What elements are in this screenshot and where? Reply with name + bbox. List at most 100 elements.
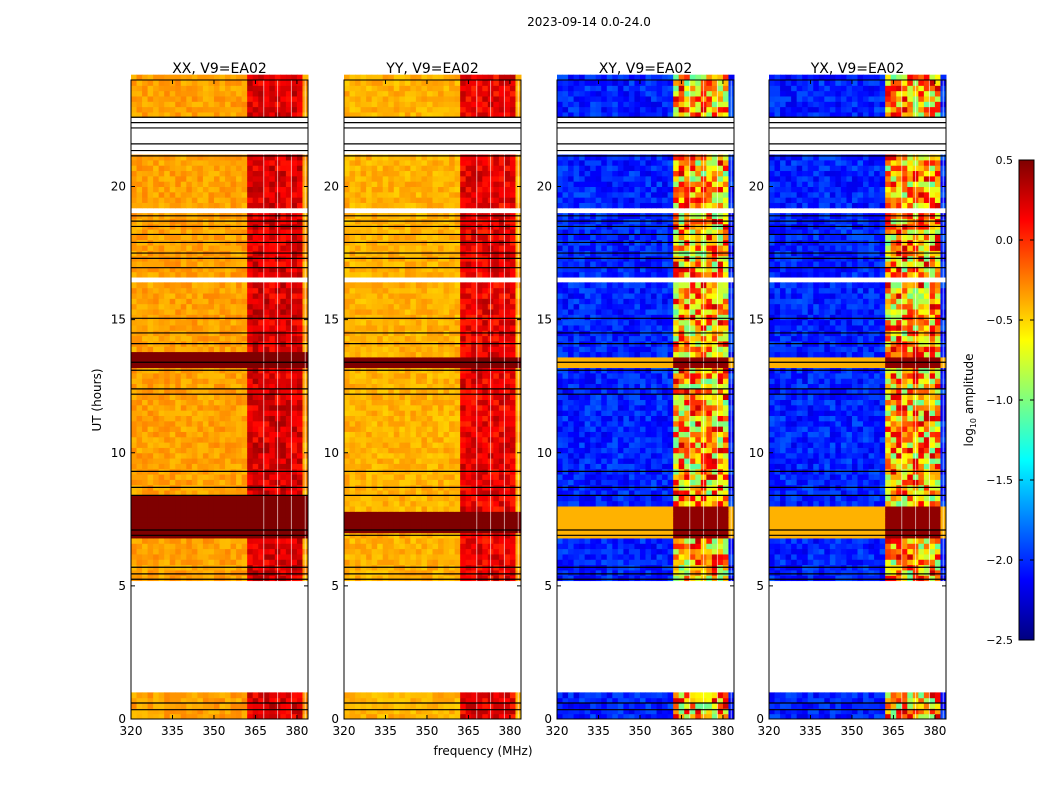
heatmap-cell bbox=[399, 713, 406, 720]
heatmap-cell bbox=[404, 308, 411, 315]
heatmap-cell bbox=[493, 458, 500, 464]
heatmap-cell bbox=[410, 282, 417, 289]
heatmap-cell bbox=[460, 569, 467, 576]
heatmap-cell bbox=[136, 298, 143, 305]
heatmap-cell bbox=[509, 511, 516, 518]
heatmap-cell bbox=[169, 452, 176, 459]
heatmap-cell bbox=[399, 394, 406, 401]
heatmap-cell bbox=[382, 415, 389, 422]
heatmap-cell bbox=[296, 442, 303, 448]
heatmap-cell bbox=[136, 181, 143, 188]
heatmap-cell bbox=[493, 314, 500, 321]
heatmap-cell bbox=[269, 703, 276, 709]
heatmap-cell bbox=[258, 90, 265, 97]
heatmap-cell bbox=[153, 569, 160, 576]
heatmap-cell bbox=[142, 553, 149, 560]
heatmap-cell bbox=[169, 383, 176, 390]
heatmap-cell bbox=[258, 80, 265, 86]
y-tick-label: 0 bbox=[118, 712, 126, 726]
heatmap-cell bbox=[344, 319, 351, 326]
heatmap-cell bbox=[443, 378, 450, 385]
heatmap-cell bbox=[382, 553, 389, 560]
heatmap-cell bbox=[213, 351, 220, 358]
heatmap-cell bbox=[241, 404, 248, 411]
heatmap-cell bbox=[213, 404, 220, 411]
heatmap-cell bbox=[443, 271, 450, 278]
heatmap-cell bbox=[371, 436, 378, 443]
heatmap-cell bbox=[291, 420, 298, 427]
heatmap-cell bbox=[158, 335, 165, 342]
heatmap-cell bbox=[252, 335, 259, 342]
heatmap-cell bbox=[296, 314, 303, 321]
heatmap-cell bbox=[280, 426, 287, 432]
heatmap-cell bbox=[269, 271, 276, 278]
heatmap-cell bbox=[460, 500, 467, 507]
heatmap-cell bbox=[202, 415, 209, 422]
heatmap-cell bbox=[258, 490, 265, 496]
heatmap-cell bbox=[465, 431, 472, 438]
heatmap-cell bbox=[241, 537, 248, 544]
heatmap-cell bbox=[349, 495, 356, 502]
heatmap-cell bbox=[153, 90, 160, 97]
heatmap-cell bbox=[158, 80, 165, 86]
heatmap-cell bbox=[158, 442, 165, 448]
heatmap-cell bbox=[388, 474, 395, 480]
heatmap-cell bbox=[131, 293, 138, 299]
heatmap-cell bbox=[382, 378, 389, 385]
heatmap-cell bbox=[169, 261, 176, 267]
heatmap-cell bbox=[471, 569, 478, 576]
heatmap-cell bbox=[258, 308, 265, 315]
heatmap-cell bbox=[355, 490, 362, 496]
heatmap-cell bbox=[432, 500, 439, 507]
heatmap-cell bbox=[454, 452, 461, 459]
heatmap-cell bbox=[421, 378, 428, 385]
heatmap-cell bbox=[153, 282, 160, 289]
heatmap-cell bbox=[175, 383, 182, 390]
heatmap-cell bbox=[471, 500, 478, 507]
heatmap-cell bbox=[476, 298, 483, 305]
heatmap-cell bbox=[355, 500, 362, 507]
heatmap-cell bbox=[399, 490, 406, 496]
heatmap-cell bbox=[142, 415, 149, 422]
heatmap-cell bbox=[213, 713, 220, 720]
heatmap-cell bbox=[504, 420, 511, 427]
heatmap-cell bbox=[415, 713, 422, 720]
heatmap-cell bbox=[263, 165, 270, 172]
x-tick-label: 365 bbox=[244, 724, 267, 738]
heatmap-cell bbox=[131, 553, 138, 560]
heatmap-cell bbox=[432, 298, 439, 305]
heatmap-cell bbox=[219, 362, 226, 369]
heatmap-cell bbox=[498, 575, 505, 582]
heatmap-cell bbox=[482, 490, 489, 496]
heatmap-cell bbox=[465, 548, 472, 555]
heatmap-cell bbox=[504, 442, 511, 448]
heatmap-cell bbox=[247, 426, 254, 432]
heatmap-cell bbox=[285, 293, 292, 299]
heatmap-cell bbox=[421, 324, 428, 331]
heatmap-cell bbox=[349, 319, 356, 326]
heatmap-cell bbox=[360, 303, 367, 310]
heatmap-cell bbox=[147, 697, 154, 704]
heatmap-cell bbox=[175, 351, 182, 358]
heatmap-cell bbox=[158, 197, 165, 203]
heatmap-cell bbox=[349, 553, 356, 560]
heatmap-cell bbox=[465, 553, 472, 560]
heatmap-cell bbox=[291, 474, 298, 480]
heatmap-cell bbox=[142, 442, 149, 448]
heatmap-cell bbox=[247, 506, 254, 512]
figure-suptitle: 2023-09-14 0.0-24.0 bbox=[527, 15, 651, 29]
heatmap-cell bbox=[219, 298, 226, 305]
heatmap-cell bbox=[509, 293, 516, 299]
heatmap-cell bbox=[252, 314, 259, 321]
heatmap-cell bbox=[219, 388, 226, 395]
heatmap-cell bbox=[443, 474, 450, 480]
heatmap-cell bbox=[258, 436, 265, 443]
heatmap-cell bbox=[247, 575, 254, 582]
heatmap-cell bbox=[280, 271, 287, 278]
heatmap-cell bbox=[280, 399, 287, 406]
heatmap-cell bbox=[202, 553, 209, 560]
heatmap-cell bbox=[460, 452, 467, 459]
heatmap-cell bbox=[366, 314, 373, 321]
heatmap-cell bbox=[219, 165, 226, 172]
heatmap-cell bbox=[399, 410, 406, 416]
